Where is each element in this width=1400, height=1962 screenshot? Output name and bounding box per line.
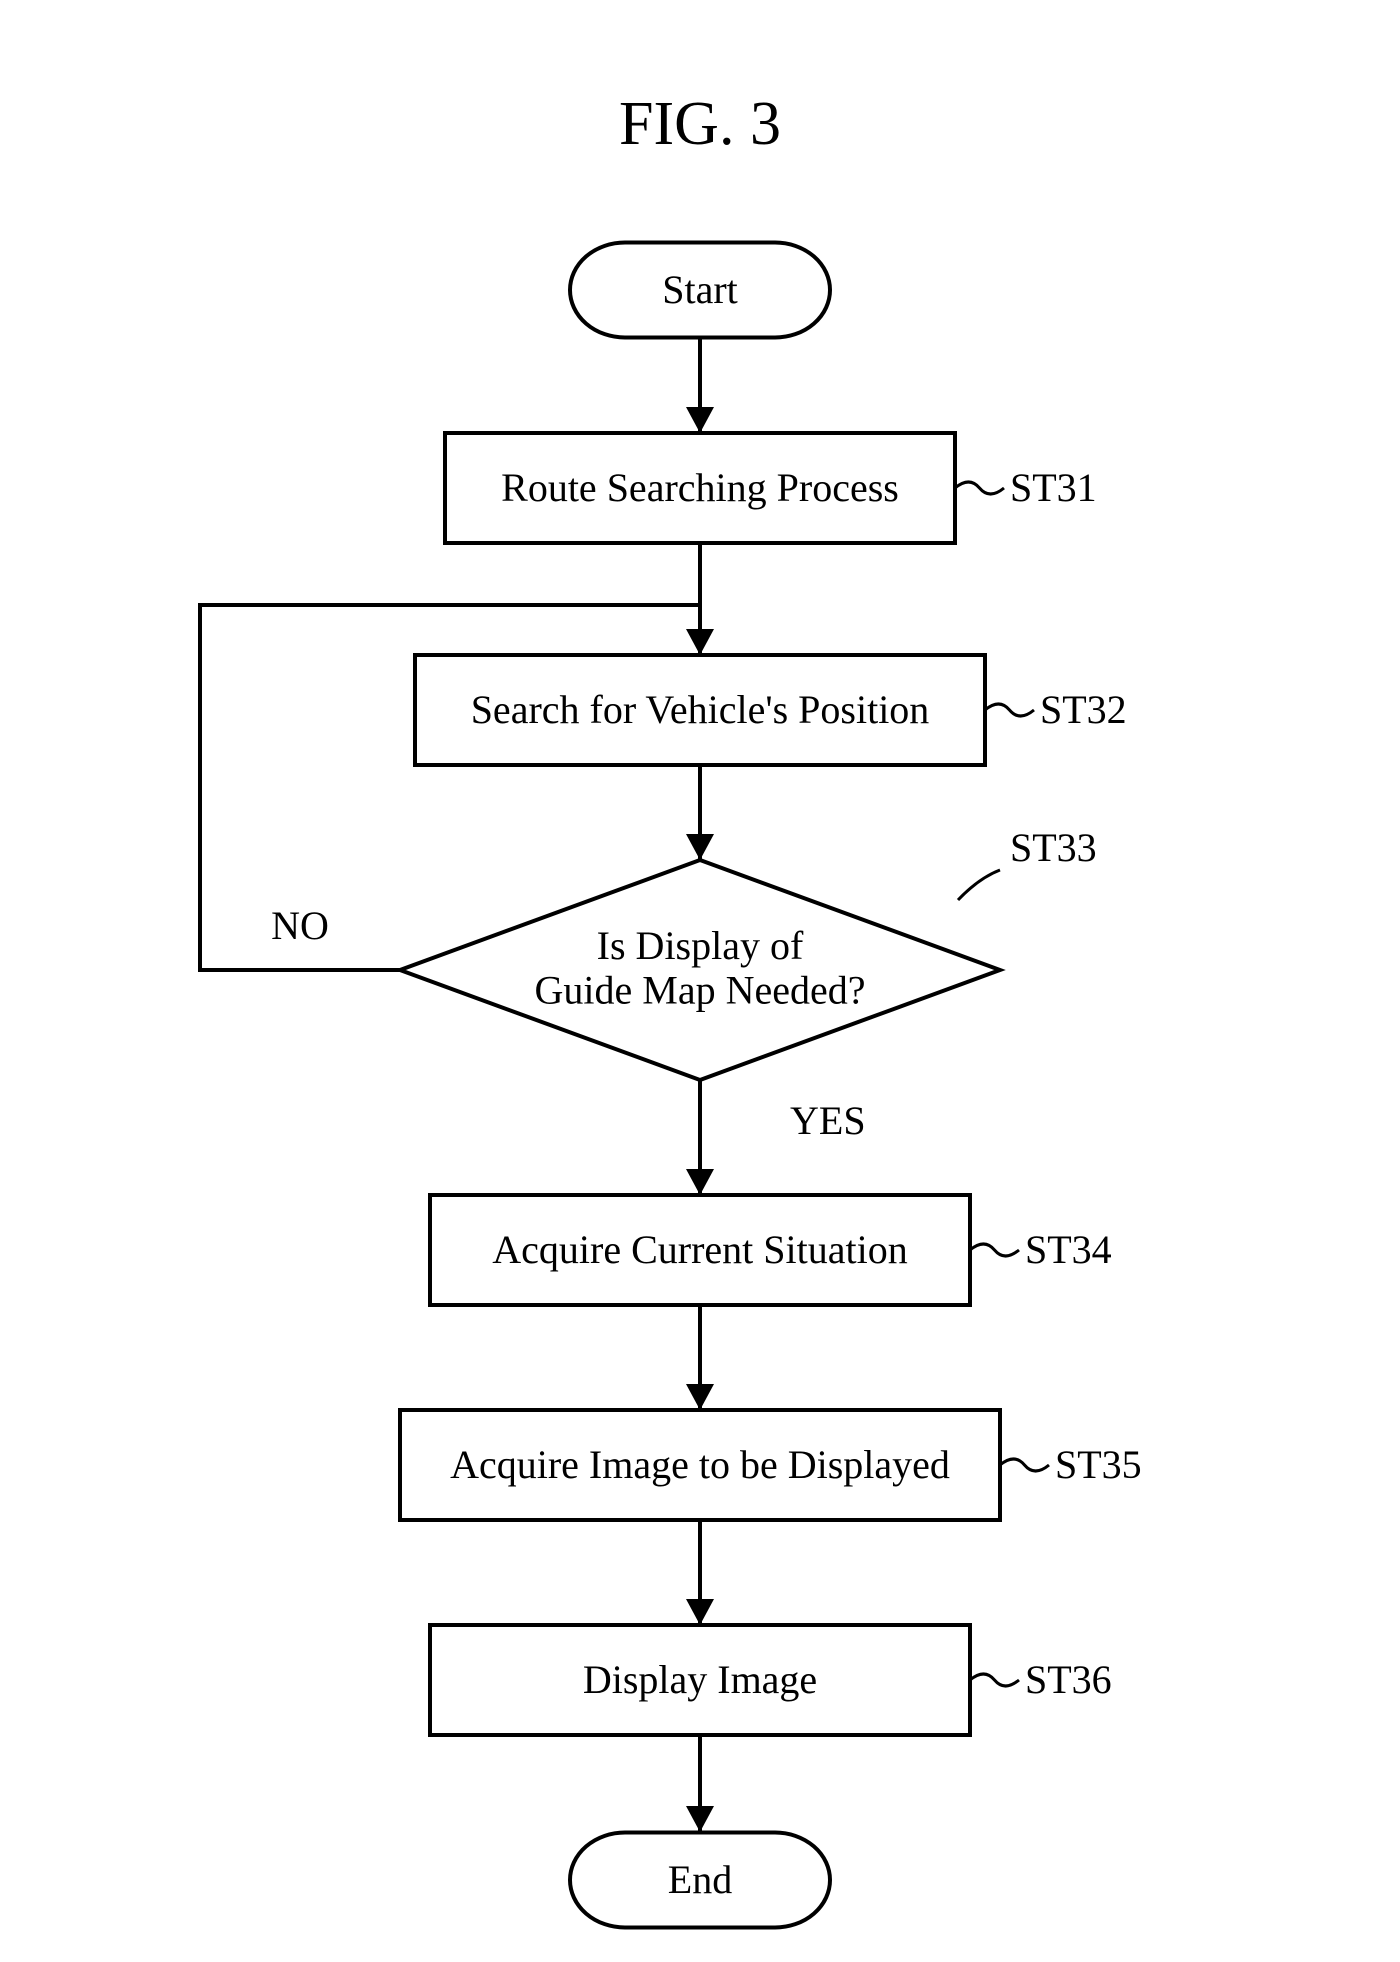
- end-label: End: [668, 1857, 732, 1902]
- tag-ST36: ST36: [1025, 1657, 1112, 1702]
- branch-label-yes: YES: [790, 1098, 866, 1143]
- tag-ST32: ST32: [1040, 687, 1127, 732]
- node-end: End: [570, 1833, 830, 1928]
- tag-ST35: ST35: [1055, 1442, 1142, 1487]
- st35-label: Acquire Image to be Displayed: [450, 1442, 950, 1487]
- st33-label-line-1: Guide Map Needed?: [535, 968, 866, 1013]
- figure-title: FIG. 3: [619, 90, 781, 158]
- st32-label: Search for Vehicle's Position: [471, 687, 930, 732]
- branch-label-no: NO: [271, 903, 329, 948]
- tag-ST34: ST34: [1025, 1227, 1112, 1272]
- tag-ST33: ST33: [1010, 825, 1097, 870]
- st36-label: Display Image: [583, 1657, 817, 1702]
- st33-label-line-0: Is Display of: [597, 923, 804, 968]
- st34-label: Acquire Current Situation: [492, 1227, 907, 1272]
- st31-label: Route Searching Process: [501, 465, 899, 510]
- tag-ST31: ST31: [1010, 465, 1097, 510]
- start-label: Start: [662, 267, 738, 312]
- node-start: Start: [570, 243, 830, 338]
